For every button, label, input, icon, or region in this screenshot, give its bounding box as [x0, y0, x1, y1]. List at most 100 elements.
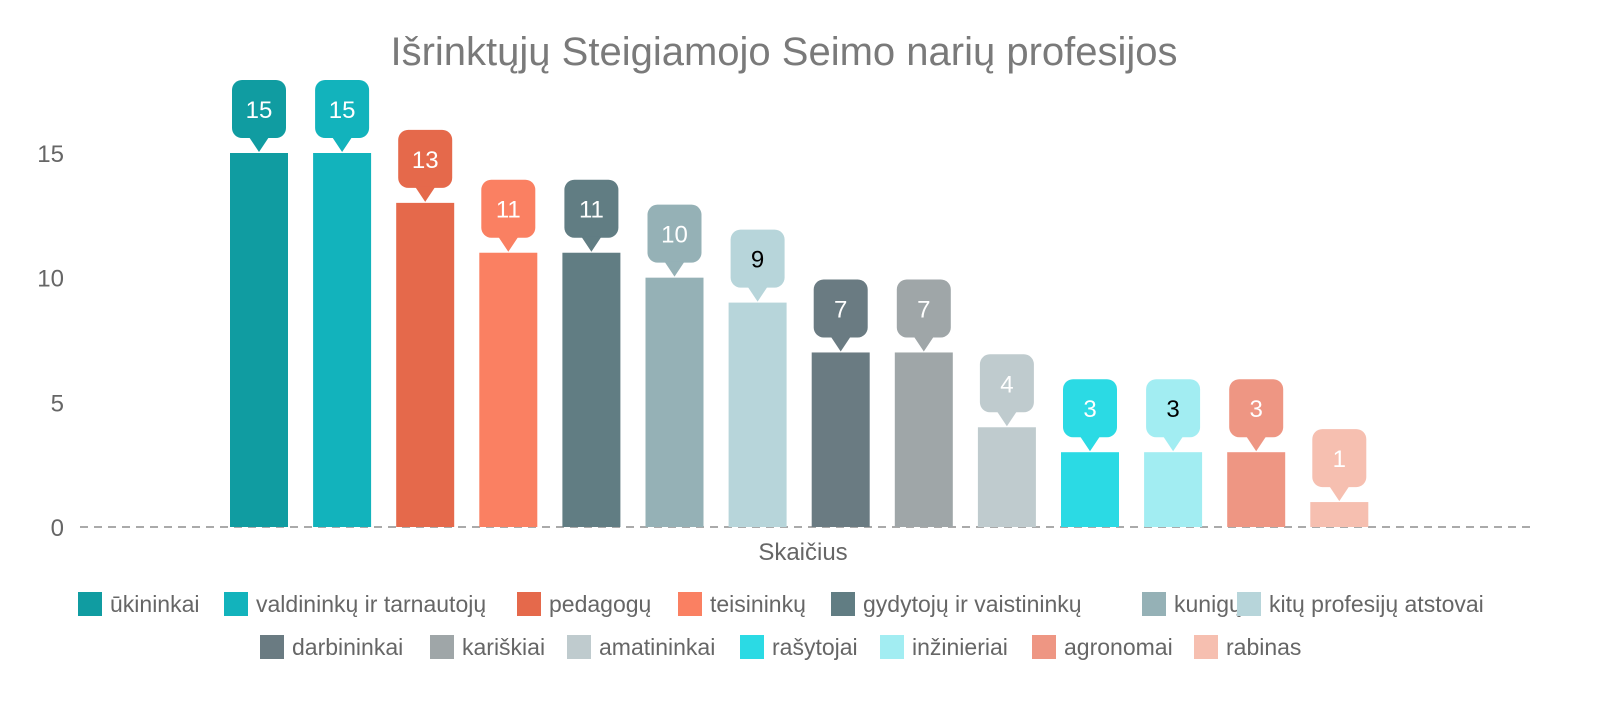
- legend-label: kitų profesijų atstovai: [1269, 591, 1484, 617]
- data-label: 15: [246, 97, 273, 124]
- legend-item: kunigų: [1142, 591, 1242, 617]
- legend-item: amatininkai: [567, 634, 715, 660]
- bubble-box: [1229, 379, 1284, 438]
- legend-label: kunigų: [1174, 591, 1242, 617]
- legend-swatch: [260, 635, 284, 659]
- data-label: 7: [917, 296, 930, 323]
- bubble-box: [979, 354, 1034, 413]
- legend-swatch: [517, 592, 541, 616]
- legend-swatch: [1142, 592, 1166, 616]
- data-label-bubble: 11: [481, 179, 536, 252]
- legend-label: ūkininkai: [110, 591, 200, 617]
- bubble-box: [398, 129, 453, 188]
- legend-swatch: [430, 635, 454, 659]
- data-label: 3: [1250, 396, 1263, 423]
- bubble-pointer: [1080, 436, 1100, 452]
- data-label: 3: [1166, 396, 1179, 423]
- legend-item: teisininkų: [678, 591, 806, 617]
- y-tick-label: 0: [51, 515, 64, 542]
- bar: [977, 427, 1036, 527]
- legend: ūkininkai valdininkų ir tarnautojų pedagog…: [78, 591, 1484, 660]
- legend-label: rabinas: [1226, 634, 1301, 660]
- legend-swatch: [1032, 635, 1056, 659]
- legend-swatch: [678, 592, 702, 616]
- data-label-bubble: 15: [232, 80, 286, 152]
- bubble-pointer: [996, 411, 1017, 427]
- bar: [728, 302, 787, 527]
- data-label-bubble: 7: [896, 279, 951, 352]
- bubble-pointer: [664, 261, 685, 277]
- bubble-pointer: [415, 186, 436, 202]
- bar: [894, 352, 953, 527]
- legend-item: ūkininkai: [78, 591, 200, 617]
- data-label: 9: [751, 247, 764, 274]
- legend-swatch: [224, 592, 248, 616]
- data-label: 7: [834, 296, 847, 323]
- x-axis-label: Skaičius: [758, 539, 847, 566]
- bubble-box: [896, 279, 951, 338]
- data-label-bubble: 11: [564, 179, 619, 252]
- y-tick-label: 10: [37, 266, 64, 293]
- legend-swatch: [1237, 592, 1261, 616]
- data-label-bubble: 3: [1229, 379, 1284, 452]
- bubble-pointer: [913, 336, 934, 352]
- bar: [396, 202, 455, 527]
- legend-item: agronomai: [1032, 634, 1173, 660]
- legend-label: teisininkų: [710, 591, 806, 617]
- bar: [230, 153, 288, 527]
- data-label: 11: [579, 197, 604, 224]
- bubble-box: [481, 179, 536, 238]
- bubble-box: [1312, 429, 1367, 488]
- bubble-box: [730, 229, 785, 288]
- bubble-box: [315, 80, 370, 138]
- legend-label: agronomai: [1064, 634, 1173, 660]
- legend-swatch: [1194, 635, 1218, 659]
- legend-swatch: [880, 635, 904, 659]
- legend-swatch: [78, 592, 102, 616]
- legend-item: valdininkų ir tarnautojų: [224, 591, 486, 617]
- data-label: 3: [1083, 396, 1096, 423]
- legend-item: rabinas: [1194, 634, 1301, 660]
- bar: [1061, 452, 1119, 527]
- data-labels: 15 15 13 11 11 10 9 7 7 4 3 3 3 1: [232, 80, 1367, 502]
- data-label-bubble: 4: [979, 354, 1034, 427]
- bar: [562, 252, 621, 527]
- legend-label: amatininkai: [599, 634, 715, 660]
- y-tick-label: 15: [37, 141, 64, 168]
- legend-item: rašytojai: [740, 634, 858, 660]
- legend-swatch: [740, 635, 764, 659]
- bubble-box: [647, 204, 702, 263]
- legend-item: darbininkai: [260, 634, 403, 660]
- data-label: 11: [496, 197, 521, 224]
- bubble-pointer: [1329, 486, 1350, 502]
- data-label-bubble: 10: [647, 204, 702, 277]
- data-label: 1: [1333, 446, 1346, 473]
- legend-label: pedagogų: [549, 591, 651, 617]
- legend-item: pedagogų: [517, 591, 651, 617]
- bubble-pointer: [830, 336, 851, 352]
- legend-label: gydytojų ir vaistininkų: [863, 591, 1082, 617]
- bubble-pointer: [747, 286, 768, 302]
- bubble-box: [813, 279, 868, 338]
- bubble-box: [1146, 379, 1201, 438]
- bar: [479, 252, 538, 527]
- legend-swatch: [567, 635, 591, 659]
- bar: [313, 153, 372, 527]
- data-label: 15: [329, 97, 356, 124]
- legend-label: valdininkų ir tarnautojų: [256, 591, 486, 617]
- legend-item: kitų profesijų atstovai: [1237, 591, 1484, 617]
- data-label-bubble: 1: [1312, 429, 1367, 502]
- legend-item: kariškiai: [430, 634, 545, 660]
- data-label-bubble: 13: [398, 129, 453, 202]
- bar: [811, 352, 870, 527]
- legend-item: inžinieriai: [880, 634, 1008, 660]
- bubble-box: [1063, 379, 1117, 438]
- bar: [1227, 452, 1286, 527]
- bubble-pointer: [332, 137, 353, 152]
- data-label: 13: [412, 147, 439, 174]
- data-label: 4: [1000, 371, 1013, 398]
- legend-label: rašytojai: [772, 634, 858, 660]
- bubble-box: [564, 179, 619, 238]
- bars: [230, 153, 1369, 527]
- legend-label: kariškiai: [462, 634, 545, 660]
